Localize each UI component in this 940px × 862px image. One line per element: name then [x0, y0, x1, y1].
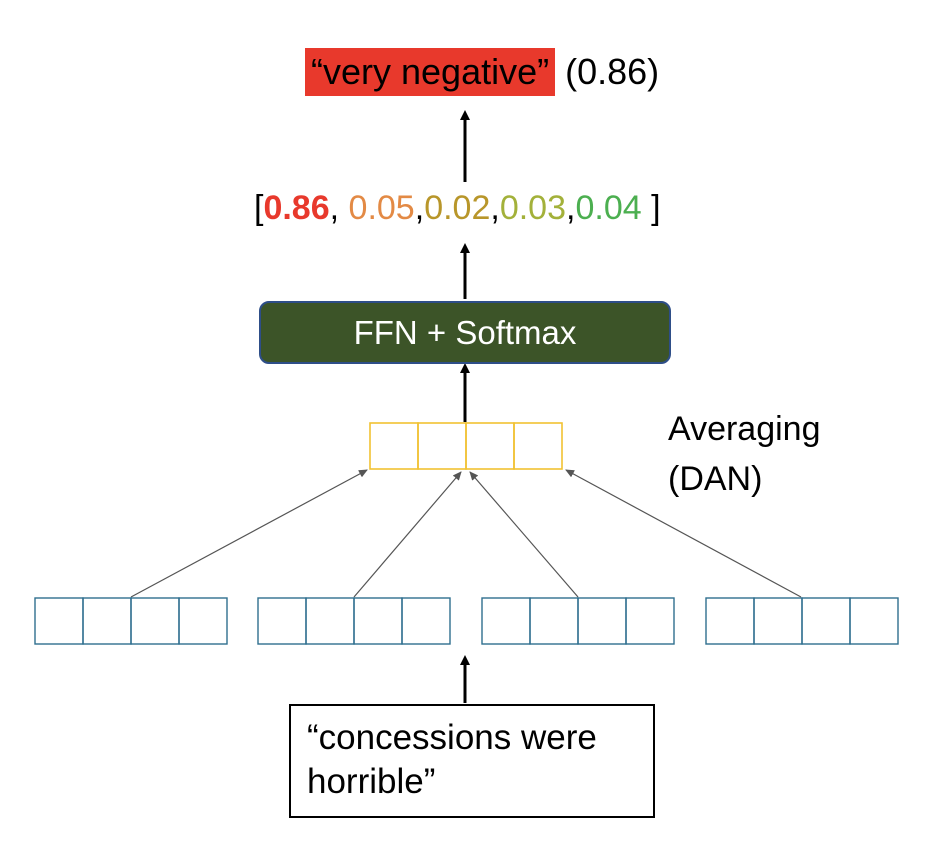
separator: ,: [414, 188, 425, 227]
embedding-cell: [82, 597, 132, 645]
probability-value: 0.86: [263, 188, 330, 227]
arrow-word2-to-average: [353, 471, 462, 598]
embedding-cell: [178, 597, 228, 645]
embedding-cell: [257, 597, 307, 645]
averaging-arrows: [130, 469, 802, 598]
probability-value: 0.04: [575, 188, 642, 227]
output-score: (0.86): [565, 51, 660, 92]
embedding-cell: [529, 597, 579, 645]
arrow-word1-to-average: [130, 469, 368, 598]
averaged-vector-cell: [465, 422, 515, 470]
separator: ,: [329, 188, 349, 227]
ffn-softmax-block: FFN + Softmax: [259, 301, 671, 364]
word-embedding-vector: [705, 597, 899, 645]
embedding-cell: [353, 597, 403, 645]
probability-vector: [ 0.86 , 0.05 , 0.02 , 0.03 , 0.04 ]: [254, 185, 661, 231]
input-sentence-line2: horrible”: [307, 762, 436, 801]
embedding-cell: [34, 597, 84, 645]
probability-value: 0.05: [348, 188, 415, 227]
embedding-cell: [130, 597, 180, 645]
output-class-label: “very negative”: [305, 48, 556, 96]
averaged-vector: [369, 422, 563, 470]
averaging-label-line1: Averaging: [668, 410, 821, 448]
embedding-cell: [801, 597, 851, 645]
averaged-vector-cell: [513, 422, 563, 470]
separator: ,: [566, 188, 576, 227]
word-embeddings: [34, 597, 899, 645]
embedding-cell: [401, 597, 451, 645]
embedding-cell: [849, 597, 899, 645]
averaged-vector-cell: [369, 422, 419, 470]
embedding-cell: [305, 597, 355, 645]
embedding-cell: [577, 597, 627, 645]
arrow-word4-to-average: [565, 469, 802, 598]
close-bracket: ]: [641, 188, 661, 227]
averaging-label-line2: (DAN): [668, 460, 763, 498]
probability-value: 0.03: [499, 188, 567, 227]
input-sentence-line1: “concessions were: [307, 718, 597, 757]
embedding-cell: [481, 597, 531, 645]
separator: ,: [490, 188, 500, 227]
open-bracket: [: [254, 188, 264, 227]
embedding-cell: [705, 597, 755, 645]
arrow-word3-to-average: [469, 471, 579, 598]
word-embedding-vector: [34, 597, 228, 645]
ffn-softmax-label: FFN + Softmax: [353, 313, 577, 351]
probability-value: 0.02: [424, 188, 491, 227]
input-sentence-box: “concessions were horrible”: [289, 704, 655, 818]
word-embedding-vector: [481, 597, 675, 645]
word-embedding-vector: [257, 597, 451, 645]
embedding-cell: [625, 597, 675, 645]
averaged-vector-cell: [417, 422, 467, 470]
embedding-cell: [753, 597, 803, 645]
averaging-label: Averaging (DAN): [668, 404, 821, 504]
output-label: “very negative” (0.86): [305, 48, 659, 96]
